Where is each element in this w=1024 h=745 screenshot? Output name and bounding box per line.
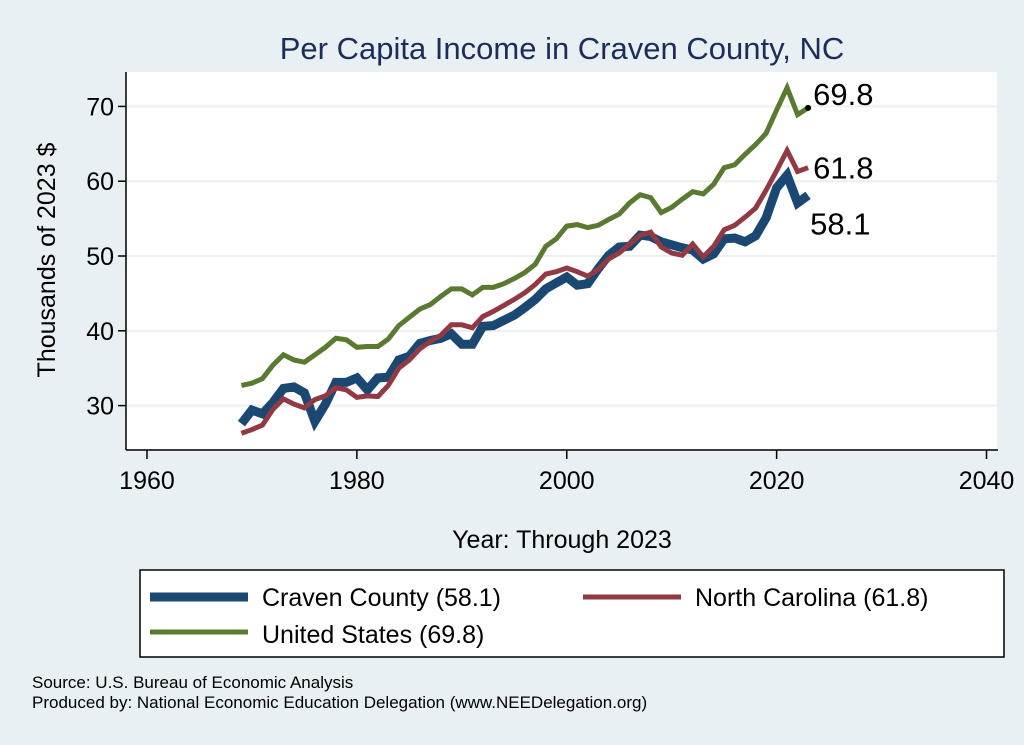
producer-note: Produced by: National Economic Education… bbox=[32, 693, 647, 712]
end-labels: 69.8 61.8 58.1 bbox=[805, 77, 873, 241]
x-axis-label: Year: Through 2023 bbox=[452, 526, 672, 554]
series-lines bbox=[237, 81, 811, 436]
end-label-craven: 58.1 bbox=[810, 206, 870, 241]
chart-title: Per Capita Income in Craven County, NC bbox=[280, 31, 845, 66]
legend-label-us: United States (69.8) bbox=[262, 621, 484, 649]
x-ticks: 1960 1980 2000 2020 2040 bbox=[119, 467, 1014, 495]
series-line-nc bbox=[240, 144, 809, 436]
end-label-nc: 61.8 bbox=[813, 151, 873, 186]
legend-label-craven: Craven County (58.1) bbox=[262, 584, 501, 612]
series-line-us bbox=[240, 81, 810, 388]
x-tick-label: 1980 bbox=[329, 467, 385, 495]
x-tick-label: 1960 bbox=[119, 467, 175, 495]
us-end-marker bbox=[805, 104, 812, 111]
legend-box bbox=[139, 569, 1005, 658]
series-line-craven bbox=[237, 166, 811, 432]
x-tick-label: 2040 bbox=[959, 467, 1015, 495]
x-tick-label: 2000 bbox=[539, 467, 595, 495]
x-tick-label: 2020 bbox=[749, 467, 805, 495]
y-ticks: 30 40 50 60 70 bbox=[86, 93, 114, 420]
source-note: Source: U.S. Bureau of Economic Analysis bbox=[32, 673, 353, 692]
plot-area bbox=[126, 72, 997, 449]
y-axis-label: Thousands of 2023 $ bbox=[33, 142, 61, 377]
y-tick-label: 30 bbox=[86, 393, 114, 421]
y-tick-label: 40 bbox=[86, 318, 114, 346]
y-tick-label: 60 bbox=[86, 168, 114, 196]
legend-label-nc: North Carolina (61.8) bbox=[695, 584, 928, 612]
tick-marks bbox=[118, 105, 988, 459]
y-tick-label: 70 bbox=[86, 93, 114, 121]
y-tick-label: 50 bbox=[86, 243, 114, 271]
end-label-us: 69.8 bbox=[813, 77, 873, 112]
legend: Craven County (58.1) North Carolina (61.… bbox=[139, 569, 1005, 658]
